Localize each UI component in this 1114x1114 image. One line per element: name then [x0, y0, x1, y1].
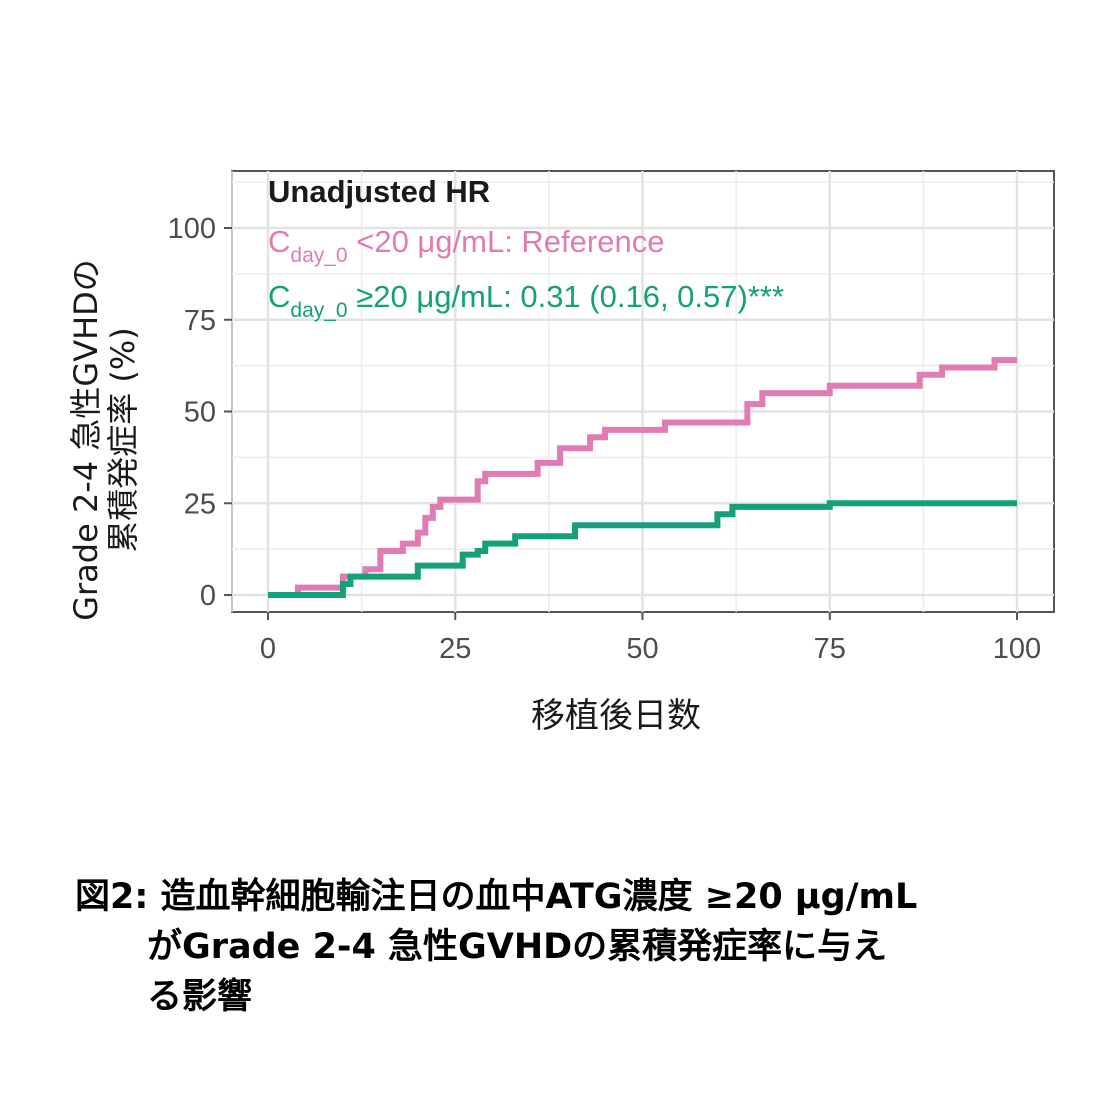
x-tick-label: 25 [439, 633, 471, 665]
x-axis-label: 移植後日数 [531, 696, 701, 736]
x-tick-label: 100 [993, 633, 1041, 665]
annotation-reference-text: <20 μg/mL: Reference [348, 224, 665, 259]
x-tick-label: 75 [814, 633, 846, 665]
axis-ticks: 0 25 50 75 100 0 25 50 75 100 [168, 213, 1042, 665]
annotation-title: Unadjusted HR [268, 174, 490, 209]
annotation-hr-c: C [268, 279, 290, 314]
figure-caption: 図2: 造血幹細胞輸注日の血中ATG濃度 ≥20 μg/mL がGrade 2-… [75, 872, 1085, 1022]
y-tick-label: 75 [184, 305, 216, 337]
series-lines [268, 357, 1017, 598]
annotation-hr: Cday_0 ≥20 μg/mL: 0.31 (0.16, 0.57)*** [268, 279, 784, 322]
annotation-reference-c: C [268, 224, 290, 259]
y-axis-label: Grade 2-4 急性GVHDの 累積発症率 (%) [67, 259, 142, 621]
y-axis-label-line2: 累積発症率 (%) [104, 327, 142, 553]
y-axis-label-line1: Grade 2-4 急性GVHDの [67, 259, 105, 621]
x-tick-label: 50 [626, 633, 658, 665]
annotation-hr-subscript: day_0 [290, 299, 347, 322]
caption-line-2: がGrade 2-4 急性GVHDの累積発症率に与え [147, 927, 888, 967]
cumulative-incidence-chart: 0 25 50 75 100 0 25 50 75 100 Unadjusted HR Cday_… [67, 170, 1055, 736]
caption-line-1: 図2: 造血幹細胞輸注日の血中ATG濃度 ≥20 μg/mL [75, 877, 918, 917]
y-tick-label: 0 [200, 580, 216, 612]
annotation-reference: Cday_0 <20 μg/mL: Reference [268, 224, 664, 267]
grid-lines [231, 171, 1054, 612]
x-tick-label: 0 [260, 633, 276, 665]
series-line-1 [268, 357, 1017, 598]
annotation-reference-subscript: day_0 [290, 244, 347, 267]
y-tick-label: 25 [184, 488, 216, 520]
annotation-hr-text: ≥20 μg/mL: 0.31 (0.16, 0.57)*** [348, 279, 784, 314]
series-line-2 [268, 500, 1017, 598]
y-tick-label: 100 [168, 213, 216, 245]
y-tick-label: 50 [184, 397, 216, 429]
caption-line-3: る影響 [147, 977, 253, 1017]
